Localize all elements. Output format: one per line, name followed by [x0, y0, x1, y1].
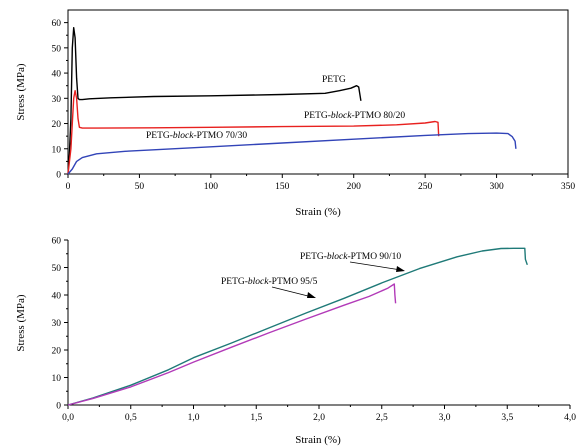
x-tick-label: 4,0	[564, 413, 576, 423]
x-tick-label: 0	[66, 182, 71, 192]
top-chart: 0 50 100 150 200 250 300 350 0 10 20 30 40 50 60 Stra…	[15, 9, 576, 218]
annotation-petg-block-ptmo-80-20: PETG-block-PTMO 80/20	[304, 111, 405, 121]
arrow-to-90-10	[349, 261, 402, 271]
y-tick-label: 40	[52, 292, 62, 302]
top-y-ticks: 0 10 20 30 40 50 60	[52, 19, 68, 181]
y-tick-label: 60	[52, 19, 62, 29]
y-tick-label: 60	[52, 237, 62, 247]
y-tick-label: 50	[52, 44, 62, 54]
top-x-axis-label: Strain (%)	[295, 206, 341, 218]
x-tick-label: 2,5	[376, 413, 388, 423]
y-tick-label: 20	[52, 347, 62, 357]
x-tick-label: 50	[135, 182, 145, 192]
series-line-petg-block-ptmo-70-30	[67, 132, 517, 175]
y-tick-label: 10	[52, 145, 62, 155]
x-tick-label: 100	[204, 182, 219, 192]
top-series	[67, 27, 517, 175]
top-plot-frame	[67, 9, 569, 175]
x-tick-label: 1,5	[250, 413, 262, 423]
series-line-petg-block-ptmo-95-5	[67, 283, 397, 406]
bottom-series	[67, 247, 528, 406]
bottom-y-axis-label: Stress (MPa)	[15, 294, 27, 351]
x-tick-label: 0,5	[125, 413, 137, 423]
x-tick-label: 3,5	[501, 413, 513, 423]
y-tick-label: 50	[52, 264, 62, 274]
x-tick-label: 250	[418, 182, 433, 192]
y-tick-label: 0	[56, 171, 61, 181]
series-line-petg-block-ptmo-90-10	[67, 247, 528, 406]
y-tick-label: 40	[52, 70, 62, 80]
series-line-petg	[67, 27, 362, 175]
annotation-petg-block-ptmo-95-5: PETG-block-PTMO 95/5	[221, 277, 318, 287]
bottom-x-axis-label: Strain (%)	[295, 434, 341, 446]
top-y-axis-label: Stress (MPa)	[15, 63, 27, 120]
bottom-y-ticks: 0 10 20 30 40 50 60	[52, 237, 68, 412]
x-tick-label: 350	[561, 182, 576, 192]
annotation-petg-block-ptmo-90-10: PETG-block-PTMO 90/10	[300, 252, 401, 262]
arrowhead-90-10	[396, 266, 405, 272]
y-tick-label: 20	[52, 120, 62, 130]
y-tick-label: 30	[52, 319, 62, 329]
top-x-ticks: 0 50 100 150 200 250 300 350	[66, 174, 576, 192]
y-tick-label: 10	[52, 374, 62, 384]
bottom-chart: 0,0 0,5 1,0 1,5 2,0 2,5 3,0 3,5 4,0 0 10 20 30 40 50 6…	[15, 237, 576, 447]
arrow-to-95-5	[271, 286, 313, 298]
x-tick-label: 300	[489, 182, 504, 192]
y-tick-label: 0	[56, 402, 61, 412]
series-line-petg-block-ptmo-80-20	[67, 89, 440, 175]
x-tick-label: 150	[275, 182, 290, 192]
arrowhead-95-5	[307, 292, 316, 298]
x-tick-label: 200	[347, 182, 362, 192]
x-tick-label: 2,0	[313, 413, 325, 423]
x-tick-label: 3,0	[439, 413, 451, 423]
y-tick-label: 30	[52, 95, 62, 105]
annotation-petg: PETG	[322, 75, 346, 85]
annotation-petg-block-ptmo-70-30: PETG-block-PTMO 70/30	[146, 131, 247, 141]
bottom-x-ticks: 0,0 0,5 1,0 1,5 2,0 2,5 3,0 3,5 4,0	[62, 405, 576, 423]
x-tick-label: 0,0	[62, 413, 74, 423]
x-tick-label: 1,0	[188, 413, 200, 423]
